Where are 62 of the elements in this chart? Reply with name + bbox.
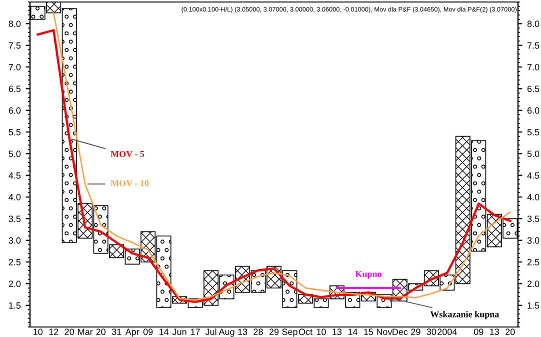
y-tick-label: 7.0 — [8, 64, 21, 70]
x-tick-label: 15 — [364, 328, 374, 336]
x-tick-label: Aug — [218, 328, 234, 337]
annotation: Wskazanie kupna — [430, 310, 500, 320]
x-tick-label: Oct — [298, 328, 312, 336]
y-tick-label: 1.5 — [9, 302, 21, 309]
y2-tick-label: 2.5 — [527, 258, 540, 266]
x-tick-label: Mar — [78, 328, 93, 336]
x-tick-label: 29 — [411, 328, 420, 336]
x-tick-label: 10 — [316, 328, 326, 336]
y2-tick-label: 1.5 — [528, 302, 540, 309]
x-tick-label: 13 — [490, 328, 500, 336]
x-tick-label: 28 — [254, 328, 263, 336]
series-label: Kupno — [355, 270, 382, 279]
y-tick-label: 4.5 — [8, 172, 21, 179]
y-tick-label: 6.0 — [8, 107, 21, 114]
x-tick-label: 30 — [426, 328, 436, 336]
x-tick-label: 2004 — [438, 328, 457, 336]
y-tick-label: 4.0 — [8, 194, 21, 200]
y2-tick-label: 3.5 — [527, 216, 540, 222]
y2-tick-label: 6.0 — [527, 107, 540, 114]
x-tick-label: 14 — [348, 328, 358, 335]
x-tick-label: 20 — [96, 328, 106, 336]
x-tick-label: Sep — [282, 328, 298, 337]
x-tick-label: 12 — [49, 328, 58, 335]
y2-tick-label: 5.0 — [527, 150, 540, 158]
x-tick-label: 17 — [190, 328, 200, 335]
x-tick-label: 31 — [112, 328, 122, 336]
text: MOV - 5 — [110, 150, 144, 158]
y-tick-label: 5.5 — [8, 129, 21, 136]
y-tick-label: 5.0 — [8, 150, 21, 158]
y2-tick-label: 7.5 — [527, 42, 540, 49]
y-tick-label: 3.5 — [8, 216, 21, 222]
x-tick-label: 13 — [238, 328, 248, 336]
y2-tick-label: 8.0 — [527, 20, 540, 28]
x-tick-label: 20 — [506, 328, 515, 336]
x-tick-label: Dec — [392, 328, 408, 336]
x-tick-label: 09 — [474, 328, 484, 336]
y-tick-label: 2.0 — [8, 280, 21, 288]
x-tick-label: 29 — [269, 328, 279, 336]
y-tick-label: 6.5 — [8, 86, 21, 92]
y-tick-label: 2.5 — [8, 258, 21, 266]
x-tick-label: 13 — [332, 328, 342, 336]
y2-tick-label: 4.0 — [527, 194, 540, 200]
x-tick-label: 10 — [34, 328, 43, 336]
x-tick-label: Nov — [376, 328, 392, 336]
x-tick-label: Apr — [125, 328, 140, 337]
y2-tick-label: 2.0 — [527, 280, 540, 288]
y2-tick-label: 6.5 — [527, 86, 540, 92]
text: MOV - 10 — [110, 180, 149, 186]
x-tick-label: 20 — [64, 328, 74, 336]
x-tick-label: 14 — [159, 328, 169, 335]
y-tick-label: 7.5 — [8, 42, 21, 49]
x-tick-label: Jul — [205, 328, 216, 336]
y2-tick-label: 5.5 — [527, 129, 540, 136]
y-tick-label: 8.0 — [8, 20, 21, 28]
y2-tick-label: 3.0 — [527, 237, 540, 244]
x-tick-label: 09 — [143, 328, 153, 336]
x-tick-label: Jun — [172, 328, 186, 336]
y2-tick-label: 4.5 — [527, 172, 540, 179]
y-tick-label: 3.0 — [8, 237, 21, 244]
y2-tick-label: 7.0 — [527, 64, 540, 70]
